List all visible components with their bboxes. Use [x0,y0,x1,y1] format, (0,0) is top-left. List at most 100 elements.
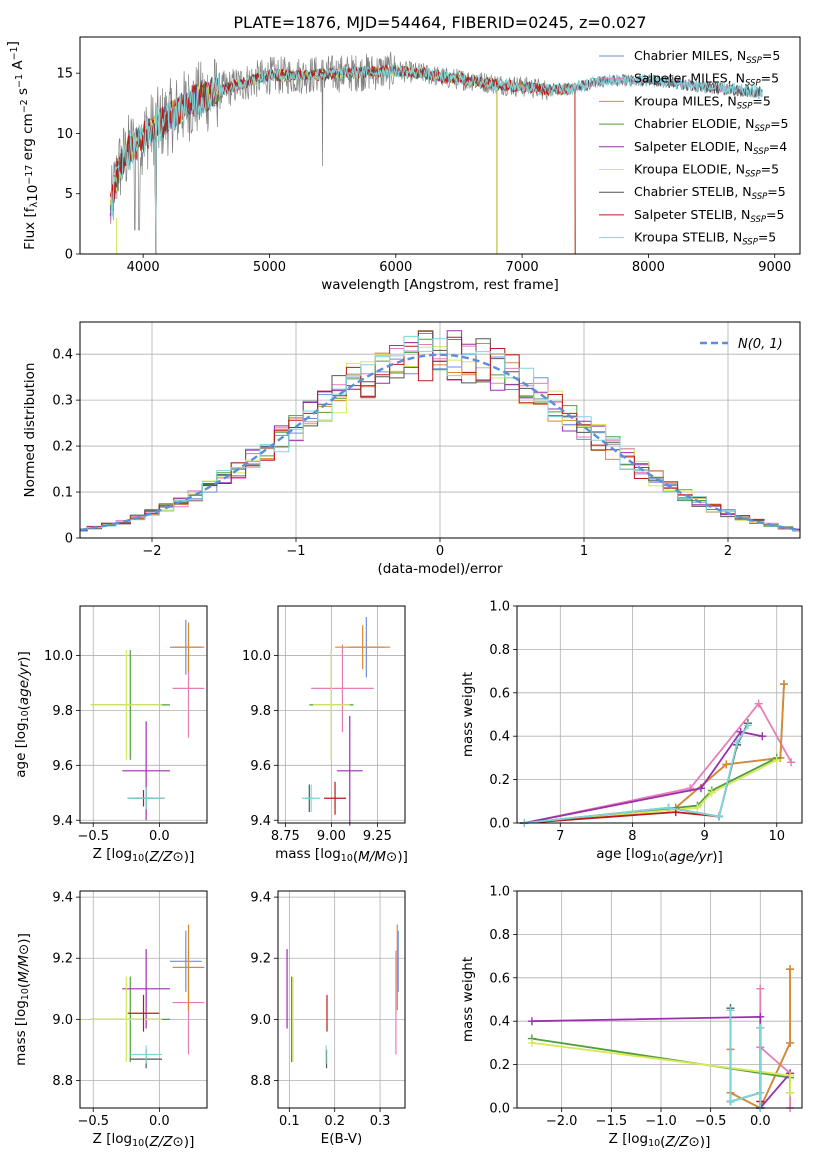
y-tick-label: 0.2 [489,1058,510,1073]
data-point [722,760,731,769]
y-tick-label: 10 [56,127,73,142]
x-tick-label: −0.5 [77,1114,109,1129]
y-tick-label: 0.6 [489,971,510,986]
x-axis-label: Z [log10(Z/Z⊙)] [93,846,195,865]
x-tick-label: −2 [142,544,161,559]
data-point [733,738,742,747]
x-tick-label: 2 [724,544,732,559]
y-tick-label: 0.6 [489,686,510,701]
y-tick-label: 0.4 [489,730,510,745]
spectrum-panel: 4000 5000 6000 7000 8000 9000 0 5 10 15 wavelength… [5,36,801,293]
x-axis-label: Z [log10(Z/Z⊙)] [93,1131,195,1150]
y-tick-label: 9.4 [250,891,271,906]
y-tick-label: 15 [56,67,73,82]
legend-label-kroupa-miles: Kroupa MILES, NSSP=5 [634,93,771,111]
weight-vs-Z-panel: −2.0 −1.5 −1.0 −0.5 0.0 0.0 0.2 0.4 0.6 0.8 1.0 Z [… [460,885,803,1150]
figure-title: PLATE=1876, MJD=54464, FIBERID=0245, z=0… [233,13,646,32]
data-point [786,1088,795,1097]
errorbar-kroupa-elodie [312,649,350,760]
x-tick-label: −2.0 [546,1114,578,1129]
y-tick-label: 0.4 [489,1015,510,1030]
legend-label-salpeter-elodie: Salpeter ELODIE, NSSP=4 [634,139,787,157]
x-axis-label: age [log10(age/yr)] [596,846,722,865]
y-tick-label: 0.0 [489,817,510,832]
data-point [786,1038,795,1047]
histogram-kroupa-elodie [80,346,800,532]
legend-label-kroupa-stelib: Kroupa STELIB, NSSP=5 [634,230,776,248]
x-axis-label: Z [log10(Z/Z⊙)] [609,1131,711,1150]
x-tick-label: −0.5 [695,1114,727,1129]
legend-label-chabrier-miles: Chabrier MILES, NSSP=5 [634,48,780,66]
series-line [524,684,785,824]
x-tick-label: −1 [286,544,305,559]
age-vs-Z-panel: −0.5 0.0 9.4 9.6 9.8 10.0 Z [log10(Z/Z⊙)] age [… [13,605,208,865]
data-point [787,758,796,767]
data-point [527,1038,536,1047]
data-point [696,784,705,793]
y-axis-label: Normed distribution [22,363,38,498]
errorbar-kroupa-miles [172,622,205,672]
y-tick-label: 9.0 [52,1013,73,1028]
axes-frame [516,605,803,824]
y-tick-label: 9.4 [52,814,73,829]
axes-frame [79,36,801,255]
y-tick-label: 9.2 [52,952,73,967]
y-tick-label: 0.3 [52,394,73,409]
data-point [758,732,767,741]
axes-frame [277,890,406,1109]
x-tick-label: 0.0 [149,1114,170,1129]
x-tick-label: 9.00 [317,829,346,844]
x-tick-label: −1.5 [596,1114,628,1129]
errorbar-salpeter-stelib [324,781,347,815]
x-tick-label: 0 [436,544,444,559]
errorbar-salpeter-elodie [336,715,363,826]
data-point [693,803,702,812]
y-tick-label: 0.1 [52,486,73,501]
errorbar-salpeter-miles [311,644,374,733]
y-tick-label: 0.2 [489,773,510,788]
axes-frame [79,605,208,824]
legend-label-salpeter-stelib: Salpeter STELIB, NSSP=5 [634,207,784,225]
y-tick-label: 0.8 [489,643,510,658]
data-point [726,1006,735,1015]
y-tick-label: 0 [65,532,73,547]
legend-label: N(0, 1) [738,337,783,352]
y-tick-label: 0.0 [489,1102,510,1117]
model-chabrier-elodie [109,65,498,254]
y-tick-label: 5 [65,187,73,202]
histogram-salpeter-stelib [80,336,800,532]
legend-label-chabrier-elodie: Chabrier ELODIE, NSSP=5 [634,116,789,134]
model-salpeter-elodie [109,64,498,254]
data-point [786,1071,795,1080]
data-point [726,1097,735,1106]
errorbar-chabrier-miles [169,930,202,992]
y-axis-label: Flux [fλ10−17 erg cm−2 s−1 A−1] [5,41,41,250]
data-point [527,1017,536,1026]
x-axis-label: (data-model)/error [377,561,503,577]
series-line [729,1010,762,1108]
data-point [779,680,788,689]
x-tick-label: 10 [768,829,785,844]
x-tick-label: 0.3 [370,1114,391,1129]
x-tick-label: 9000 [758,260,791,275]
y-tick-label: 9.8 [250,704,271,719]
legend-label-salpeter-miles: Salpeter MILES, NSSP=5 [634,71,779,89]
errorbar-kroupa-miles [335,625,391,670]
x-tick-label: 0.0 [149,829,170,844]
errorbar-kroupa-stelib [130,1045,163,1064]
y-tick-label: 8.8 [52,1074,73,1089]
y-tick-label: 0.8 [489,928,510,943]
y-tick-label: 10.0 [242,649,271,664]
y-tick-label: 0 [65,248,73,263]
x-tick-label: 5000 [253,260,286,275]
series-salpeter-miles [520,699,796,827]
y-tick-label: 10.0 [44,649,73,664]
errorbar-kroupa-elodie [90,649,163,760]
y-axis-label: mass [log10(M/M⊙)] [13,933,32,1066]
y-tick-label: 9.6 [250,759,271,774]
x-tick-label: 0.0 [750,1114,771,1129]
y-tick-label: 1.0 [489,885,510,900]
data-point [743,721,752,730]
x-tick-label: 0.2 [324,1114,345,1129]
legend: Chabrier MILES, NSSP=5 Salpeter MILES, NS… [599,48,789,248]
